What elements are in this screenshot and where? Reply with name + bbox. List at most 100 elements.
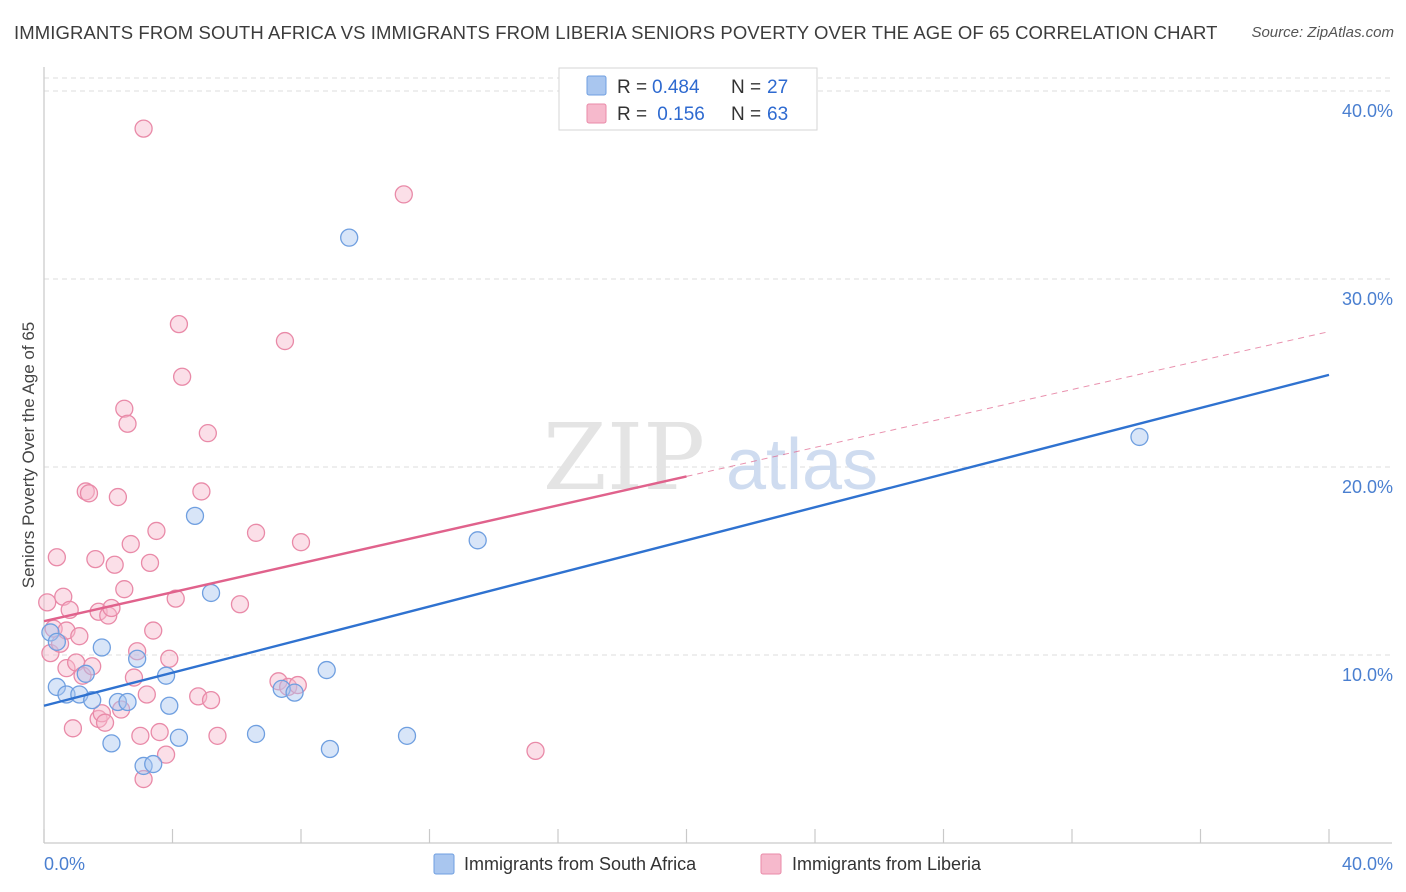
liberia-point <box>147 521 166 541</box>
liberia-point <box>275 331 295 351</box>
liberia-point <box>79 484 99 503</box>
liberia-point <box>105 555 124 574</box>
legend-n-label-2: N = <box>731 104 761 125</box>
y-axis-label: Seniors Poverty Over the Age of 65 <box>19 322 38 588</box>
liberia-point <box>108 487 128 507</box>
south-africa-point <box>41 623 60 642</box>
y-tick-label-20: 20.0% <box>1342 477 1393 497</box>
liberia-point <box>95 713 115 732</box>
y-tick-labels: 10.0% 20.0% 30.0% 40.0% <box>1342 101 1393 685</box>
liberia-point <box>140 553 160 573</box>
south-africa-point <box>108 692 128 712</box>
south-africa-point <box>92 638 111 657</box>
bottom-legend-label-south-africa: Immigrants from South Africa <box>464 854 697 874</box>
bottom-legend-label-liberia: Immigrants from Liberia <box>792 854 982 874</box>
gridlines <box>44 77 1392 656</box>
liberia-point <box>128 642 147 661</box>
south-africa-point <box>83 690 102 710</box>
y-tick-label-30: 30.0% <box>1342 289 1393 309</box>
legend-r-label-2: R = <box>617 104 647 125</box>
liberia-point <box>118 414 137 433</box>
south-africa-point <box>160 696 179 715</box>
south-africa-point <box>340 228 359 247</box>
liberia-point <box>115 399 134 418</box>
x-tick-label-min: 0.0% <box>44 854 85 874</box>
legend-swatch-pink <box>586 103 607 124</box>
south-africa-point <box>76 664 95 683</box>
liberia-point <box>38 593 57 612</box>
liberia-point <box>57 659 76 678</box>
south-africa-point <box>397 726 417 745</box>
liberia-point <box>86 549 105 569</box>
liberia-point <box>134 119 153 138</box>
south-africa-point <box>317 660 336 680</box>
liberia-point <box>160 649 179 668</box>
liberia-point <box>166 589 185 608</box>
liberia-point <box>63 719 83 738</box>
legend-n-value-1: 27 <box>767 77 788 98</box>
liberia-point <box>144 621 163 640</box>
south-africa-point <box>285 683 304 702</box>
source-credit: Source: ZipAtlas.com <box>1251 24 1394 41</box>
south-africa-point <box>468 531 487 550</box>
liberia-point <box>192 482 211 501</box>
south-africa-point <box>128 649 147 668</box>
south-africa-point <box>185 506 205 526</box>
liberia-point <box>47 548 66 567</box>
liberia-point <box>150 722 169 742</box>
y-tick-label-10: 10.0% <box>1342 665 1393 685</box>
south-africa-point <box>169 728 189 747</box>
liberia-point <box>137 685 156 704</box>
south-africa-point <box>201 583 221 603</box>
liberia-point <box>172 367 192 386</box>
y-tick-label-40: 40.0% <box>1342 101 1393 121</box>
liberia-point <box>201 690 221 710</box>
south-africa-trend-line <box>43 373 1330 707</box>
liberia-point <box>73 666 92 685</box>
liberia-point <box>198 424 217 443</box>
liberia-trend-extension <box>686 331 1330 477</box>
liberia-point <box>169 314 189 334</box>
x-tick-label-max: 40.0% <box>1342 854 1393 874</box>
liberia-point <box>246 523 266 542</box>
legend: R = 0.484 N = 27 R = 0.156 N = 63 <box>558 67 818 131</box>
trend-lines <box>43 331 1330 707</box>
south-africa-point <box>1130 427 1149 447</box>
south-africa-point <box>102 734 121 753</box>
liberia-point <box>394 185 413 204</box>
legend-n-value-2: 63 <box>767 104 788 125</box>
legend-r-value-2: 0.156 <box>652 104 705 125</box>
legend-r-label-1: R = <box>617 77 647 98</box>
liberia-point <box>41 643 60 663</box>
legend-r-value-1: 0.484 <box>652 77 700 98</box>
liberia-point <box>156 745 176 764</box>
liberia-point <box>83 657 102 676</box>
liberia-point <box>526 741 545 761</box>
legend-n-label-1: N = <box>731 77 761 98</box>
liberia-point <box>121 534 140 554</box>
chart-title: IMMIGRANTS FROM SOUTH AFRICA VS IMMIGRAN… <box>14 22 1218 43</box>
liberia-point <box>230 595 250 614</box>
liberia-point <box>208 726 227 745</box>
south-africa-points <box>41 228 1149 776</box>
liberia-point <box>131 726 150 745</box>
liberia-point <box>291 533 311 552</box>
bottom-legend-swatch-pink <box>760 853 782 875</box>
bottom-legend: Immigrants from South Africa Immigrants … <box>433 853 982 875</box>
liberia-trend-line <box>43 475 687 623</box>
south-africa-point <box>47 677 66 697</box>
south-africa-point <box>246 724 266 744</box>
liberia-point <box>134 769 153 789</box>
legend-swatch-blue <box>586 75 607 96</box>
south-africa-point <box>47 632 66 651</box>
south-africa-point <box>144 754 163 774</box>
liberia-point <box>115 580 134 599</box>
south-africa-point <box>320 739 340 759</box>
watermark-atlas: atlas <box>726 425 878 505</box>
liberia-point <box>70 627 89 646</box>
x-tick-marks <box>43 829 1330 843</box>
watermark-zip: ZIP <box>543 404 705 511</box>
bottom-legend-swatch-blue <box>433 853 455 875</box>
south-africa-point <box>118 692 137 712</box>
